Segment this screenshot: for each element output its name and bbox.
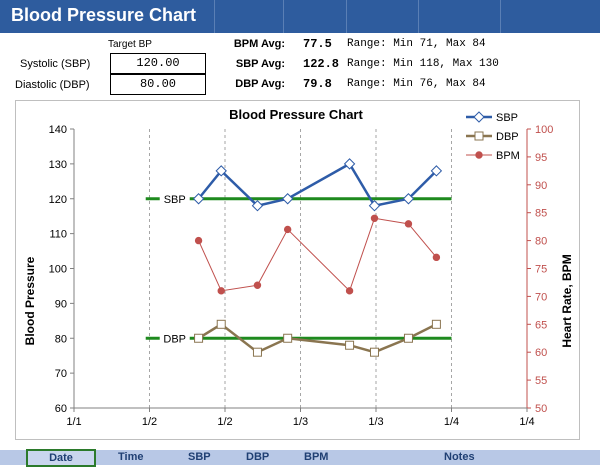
column-header-time[interactable]: Time bbox=[118, 451, 144, 463]
data-point-sbp bbox=[430, 165, 443, 177]
data-point-sbp bbox=[281, 193, 294, 205]
y2-tick-label: 55 bbox=[535, 375, 547, 387]
bpm-avg-value: 77.5 bbox=[303, 37, 332, 51]
x-tick-label: 1/1 bbox=[66, 416, 81, 428]
x-tick-label: 1/3 bbox=[293, 416, 308, 428]
target-bp-header: Target BP bbox=[108, 39, 152, 50]
y-tick-label: 80 bbox=[55, 333, 67, 345]
sheet-column-divider bbox=[500, 0, 501, 33]
y2-axis-title: Heart Rate, BPM bbox=[560, 254, 574, 347]
y-tick-label: 110 bbox=[49, 229, 67, 241]
x-tick-label: 1/4 bbox=[519, 416, 534, 428]
y2-tick-label: 70 bbox=[535, 291, 547, 303]
y2-tick-label: 95 bbox=[535, 152, 547, 164]
data-point-dbp bbox=[283, 333, 293, 343]
diastolic-label: Diastolic (DBP) bbox=[15, 79, 90, 91]
dbp-avg-value: 79.8 bbox=[303, 77, 332, 91]
legend-label-bpm: BPM bbox=[496, 150, 520, 162]
chart-frame: Blood Pressure Chart Blood Pressure Hear… bbox=[15, 100, 580, 440]
sheet-column-divider bbox=[346, 0, 347, 33]
y-tick-label: 120 bbox=[49, 194, 67, 206]
y-axis-title: Blood Pressure bbox=[23, 256, 37, 345]
data-point-bpm bbox=[370, 214, 379, 222]
sbp-range: Range: Min 118, Max 130 bbox=[347, 58, 499, 70]
y2-tick-label: 80 bbox=[535, 236, 547, 248]
column-header-bpm[interactable]: BPM bbox=[304, 451, 329, 463]
log-table-header bbox=[0, 450, 600, 465]
systolic-target-input[interactable]: 120.00 bbox=[110, 53, 206, 74]
blood-pressure-chart: Blood Pressure Chart Blood Pressure Hear… bbox=[23, 107, 574, 428]
y-tick-label: 90 bbox=[55, 298, 67, 310]
bpm-avg-label: BPM Avg: bbox=[233, 38, 285, 50]
y2-tick-label: 50 bbox=[535, 403, 547, 415]
data-point-sbp bbox=[473, 111, 485, 123]
column-header-notes[interactable]: Notes bbox=[444, 451, 475, 463]
y2-tick-label: 65 bbox=[535, 319, 547, 331]
diastolic-target-input[interactable]: 80.00 bbox=[110, 74, 206, 95]
data-point-bpm bbox=[253, 281, 262, 289]
sheet-column-divider bbox=[283, 0, 284, 33]
data-point-sbp bbox=[192, 193, 205, 205]
systolic-label: Systolic (SBP) bbox=[20, 58, 91, 70]
data-point-bpm bbox=[283, 225, 292, 234]
data-point-dbp bbox=[216, 319, 226, 329]
series-line-dbp bbox=[197, 322, 437, 354]
data-point-dbp bbox=[474, 131, 484, 141]
y2-tick-label: 60 bbox=[535, 347, 547, 359]
y2-tick-label: 75 bbox=[535, 264, 547, 276]
dbp-avg-label: DBP Avg: bbox=[235, 78, 285, 90]
column-header-sbp[interactable]: SBP bbox=[188, 451, 211, 463]
data-point-sbp bbox=[402, 193, 415, 205]
x-tick-label: 1/4 bbox=[444, 416, 459, 428]
target-line-label: DBP bbox=[163, 333, 186, 345]
y2-tick-label: 85 bbox=[535, 208, 547, 220]
series-line-sbp bbox=[197, 162, 438, 208]
data-point-sbp bbox=[251, 200, 264, 212]
x-tick-label: 1/3 bbox=[368, 416, 383, 428]
y2-tick-label: 100 bbox=[535, 124, 553, 136]
data-point-dbp bbox=[345, 340, 355, 350]
app-title: Blood Pressure Chart bbox=[11, 5, 197, 25]
y-tick-label: 70 bbox=[55, 368, 67, 380]
data-point-dbp bbox=[252, 347, 262, 357]
legend-label-dbp: DBP bbox=[496, 131, 519, 143]
data-point-bpm bbox=[194, 236, 203, 245]
data-point-dbp bbox=[369, 347, 379, 357]
sbp-avg-label: SBP Avg: bbox=[235, 58, 285, 70]
data-point-dbp bbox=[431, 319, 441, 329]
data-point-bpm bbox=[345, 287, 354, 295]
bpm-range: Range: Min 71, Max 84 bbox=[347, 38, 486, 50]
sheet-column-divider bbox=[214, 0, 215, 33]
data-point-bpm bbox=[217, 287, 225, 295]
data-point-bpm bbox=[404, 220, 413, 228]
legend-label-sbp: SBP bbox=[496, 112, 518, 124]
column-header-dbp[interactable]: DBP bbox=[246, 451, 270, 463]
sbp-avg-value: 122.8 bbox=[303, 57, 340, 71]
column-header-date[interactable]: Date bbox=[26, 449, 96, 467]
chart-title: Blood Pressure Chart bbox=[229, 107, 363, 122]
data-point-sbp bbox=[368, 200, 381, 212]
y-tick-label: 130 bbox=[49, 159, 67, 171]
sheet-column-divider bbox=[418, 0, 419, 33]
target-line-label: SBP bbox=[164, 194, 186, 206]
data-point-sbp bbox=[215, 165, 227, 177]
data-point-dbp bbox=[194, 333, 204, 343]
x-tick-label: 1/2 bbox=[217, 416, 232, 428]
x-tick-label: 1/2 bbox=[142, 416, 157, 428]
y2-tick-label: 90 bbox=[535, 180, 547, 192]
data-point-bpm bbox=[475, 151, 483, 159]
y-tick-label: 140 bbox=[49, 124, 67, 136]
y-tick-label: 60 bbox=[55, 403, 67, 415]
data-point-bpm bbox=[432, 253, 441, 262]
dbp-range: Range: Min 76, Max 84 bbox=[347, 78, 486, 90]
y-tick-label: 100 bbox=[49, 264, 67, 276]
series-line-bpm bbox=[198, 217, 437, 292]
data-point-dbp bbox=[403, 333, 413, 343]
title-bar: Blood Pressure Chart bbox=[0, 0, 600, 33]
data-point-sbp bbox=[343, 158, 356, 170]
